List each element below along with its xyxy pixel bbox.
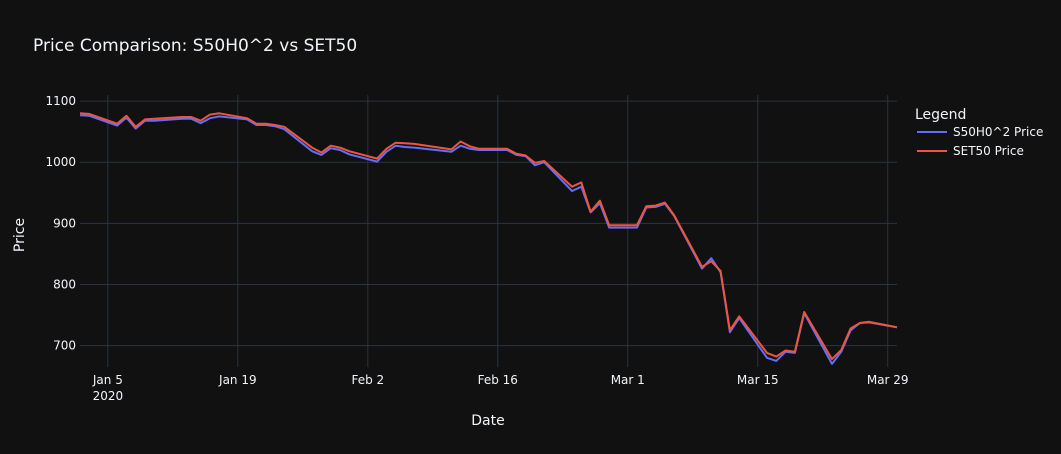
x-tick-label: Mar 29 xyxy=(867,373,909,387)
legend-item[interactable]: S50H0^2 Price xyxy=(917,125,1043,139)
legend-label: SET50 Price xyxy=(953,144,1024,158)
legend-title: Legend xyxy=(915,107,966,123)
legend[interactable]: S50H0^2 Price SET50 Price xyxy=(917,125,1043,158)
x-tick-label: Mar 1 xyxy=(611,373,645,387)
y-tick-label: 700 xyxy=(53,339,76,353)
chart-title: Price Comparison: S50H0^2 vs SET50 xyxy=(33,36,357,56)
y-tick-label: 800 xyxy=(53,277,76,291)
x-tick-label: Feb 16 xyxy=(478,373,518,387)
legend-label: S50H0^2 Price xyxy=(953,125,1043,139)
x-tick-label: Feb 2 xyxy=(351,373,384,387)
legend-item[interactable]: SET50 Price xyxy=(917,144,1024,158)
y-tick-label: 1000 xyxy=(45,155,76,169)
y-axis-label: Price xyxy=(12,218,28,252)
plot-area: 700 800 900 1000 1100 Jan 5 Jan 19 Feb 2 Feb 16 M… xyxy=(45,94,908,403)
y-tick-label: 900 xyxy=(53,216,76,230)
x-tick-label: Jan 19 xyxy=(218,373,257,387)
x-tick-label: Jan 5 xyxy=(92,373,123,387)
series-line[interactable] xyxy=(79,112,898,361)
x-year-label: 2020 xyxy=(93,389,124,403)
x-tick-label: Mar 15 xyxy=(737,373,779,387)
x-axis-label: Date xyxy=(471,413,504,429)
series-line[interactable] xyxy=(79,114,898,365)
y-tick-label: 1100 xyxy=(45,94,76,108)
